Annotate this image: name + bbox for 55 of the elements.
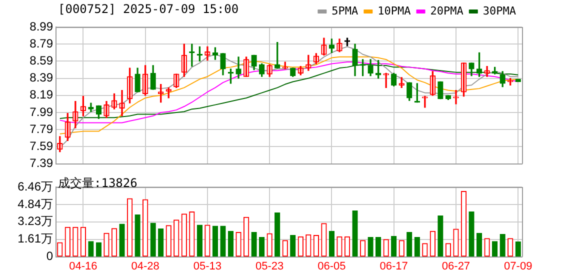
bar bbox=[438, 216, 444, 257]
bar bbox=[375, 237, 382, 257]
bar bbox=[119, 224, 125, 257]
y-tick-label: 8.19 bbox=[30, 88, 54, 102]
y-tick-label: 6.46万 bbox=[18, 179, 53, 194]
bar bbox=[196, 224, 203, 257]
bar bbox=[88, 241, 94, 257]
y-tick-label: 0 bbox=[46, 249, 54, 264]
bar bbox=[134, 214, 140, 257]
x-tick-label: 07-09 bbox=[504, 260, 532, 272]
bar bbox=[468, 212, 474, 257]
bar bbox=[228, 230, 234, 257]
y-tick-label: 8.99 bbox=[30, 19, 54, 34]
y-tick-label: 8.79 bbox=[30, 36, 54, 50]
x-tick-label: 05-23 bbox=[256, 260, 284, 272]
legend-label: 10PMA bbox=[378, 4, 412, 18]
y-tick-label: 7.59 bbox=[30, 139, 54, 154]
bar bbox=[251, 232, 257, 257]
legend-label: 5PMA bbox=[332, 4, 359, 18]
x-tick-label: 05-13 bbox=[193, 260, 222, 272]
chart-title: 成交量:13826 bbox=[58, 175, 138, 192]
x-tick-label: 06-27 bbox=[442, 260, 470, 272]
bar bbox=[158, 228, 164, 257]
x-tick-label: 04-16 bbox=[69, 260, 98, 272]
bar bbox=[258, 237, 265, 257]
y-tick-label: 7.99 bbox=[30, 104, 54, 119]
bar bbox=[150, 222, 156, 257]
bar bbox=[476, 232, 482, 257]
x-tick-label: 06-05 bbox=[318, 260, 346, 272]
bar bbox=[492, 241, 498, 257]
bar bbox=[96, 242, 102, 257]
chart-title: [000752] 2025-07-09 15:00 bbox=[58, 2, 239, 16]
y-tick-label: 8.39 bbox=[30, 70, 54, 85]
legend-label: 20PMA bbox=[430, 4, 464, 18]
bar bbox=[328, 230, 335, 257]
x-tick-label: 04-28 bbox=[131, 260, 160, 272]
bar bbox=[368, 237, 374, 257]
x-tick-label: 06-17 bbox=[380, 260, 408, 272]
bar bbox=[352, 210, 358, 257]
bar bbox=[515, 242, 521, 257]
y-tick-label: 3.23万 bbox=[18, 214, 53, 228]
y-tick-label: 8.59 bbox=[30, 54, 54, 68]
bar bbox=[500, 234, 506, 257]
y-tick-label: 7.39 bbox=[30, 156, 54, 170]
bar bbox=[391, 236, 397, 257]
y-tick-label: 4.84万 bbox=[18, 196, 53, 211]
y-tick-label: 1.61万 bbox=[18, 232, 53, 246]
bar bbox=[414, 237, 420, 257]
bar bbox=[212, 226, 218, 257]
bar bbox=[406, 232, 412, 257]
bar bbox=[290, 234, 296, 257]
y-tick-label: 7.79 bbox=[30, 122, 54, 136]
legend-label: 30PMA bbox=[482, 4, 516, 18]
bar bbox=[274, 212, 280, 257]
bar bbox=[220, 226, 226, 257]
